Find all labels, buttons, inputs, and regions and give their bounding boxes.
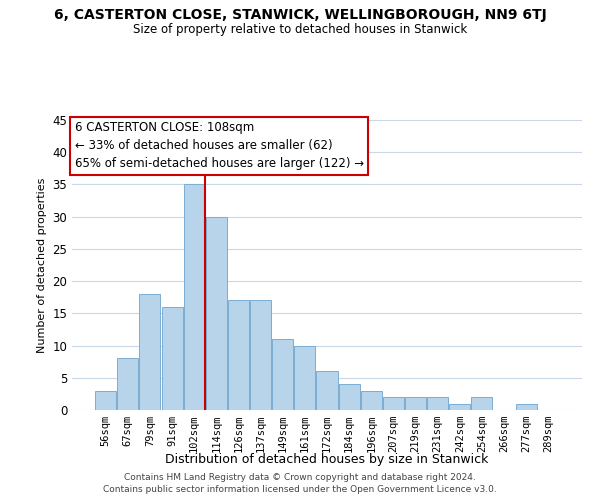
- Bar: [427, 397, 448, 410]
- Bar: [95, 390, 116, 410]
- Bar: [250, 300, 271, 410]
- Bar: [161, 307, 182, 410]
- Text: Size of property relative to detached houses in Stanwick: Size of property relative to detached ho…: [133, 22, 467, 36]
- Bar: [405, 397, 426, 410]
- Bar: [228, 300, 249, 410]
- Bar: [272, 339, 293, 410]
- Bar: [515, 404, 536, 410]
- Bar: [206, 216, 227, 410]
- Bar: [383, 397, 404, 410]
- Bar: [472, 397, 493, 410]
- Bar: [118, 358, 139, 410]
- Bar: [295, 346, 316, 410]
- Text: 6 CASTERTON CLOSE: 108sqm
← 33% of detached houses are smaller (62)
65% of semi-: 6 CASTERTON CLOSE: 108sqm ← 33% of detac…: [74, 122, 364, 170]
- Text: 6, CASTERTON CLOSE, STANWICK, WELLINGBOROUGH, NN9 6TJ: 6, CASTERTON CLOSE, STANWICK, WELLINGBOR…: [53, 8, 547, 22]
- Text: Contains HM Land Registry data © Crown copyright and database right 2024.: Contains HM Land Registry data © Crown c…: [124, 472, 476, 482]
- Bar: [449, 404, 470, 410]
- Bar: [139, 294, 160, 410]
- Bar: [184, 184, 205, 410]
- Text: Distribution of detached houses by size in Stanwick: Distribution of detached houses by size …: [166, 452, 488, 466]
- Text: Contains public sector information licensed under the Open Government Licence v3: Contains public sector information licen…: [103, 485, 497, 494]
- Bar: [361, 390, 382, 410]
- Y-axis label: Number of detached properties: Number of detached properties: [37, 178, 47, 352]
- Bar: [316, 372, 338, 410]
- Bar: [338, 384, 359, 410]
